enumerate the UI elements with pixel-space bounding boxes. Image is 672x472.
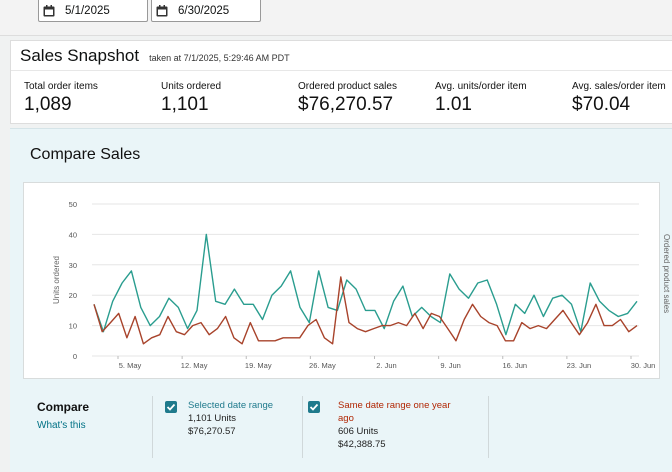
compare-sales-title: Compare Sales: [30, 146, 141, 163]
x-tick-label: 30. Jun: [631, 361, 656, 370]
calendar-icon: [156, 4, 168, 17]
metric-label: Units ordered: [161, 81, 222, 92]
previous-range-name-cont: ago: [338, 413, 354, 424]
legend-divider: [152, 396, 153, 458]
y-tick-label: 40: [69, 230, 77, 239]
selected-range-legend: Selected date range 1,101 Units $76,270.…: [188, 399, 273, 438]
legend-divider: [488, 396, 489, 458]
previous-range-line: [93, 276, 638, 345]
metric-value: 1.01: [435, 94, 472, 115]
right-axis-label: Ordered product sales: [662, 234, 671, 314]
end-date-value: 6/30/2025: [178, 4, 230, 17]
y-tick-label: 50: [69, 200, 77, 209]
y-tick-label: 30: [69, 261, 77, 270]
y-tick-label: 10: [69, 322, 77, 331]
metric-label: Avg. units/order item: [435, 81, 527, 92]
sales-snapshot-panel: Sales Snapshot taken at 7/1/2025, 5:29:4…: [10, 40, 672, 124]
start-date-input[interactable]: 5/1/2025: [38, 0, 148, 22]
metric-value: 1,101: [161, 94, 209, 115]
chart-svg: 0 10 20 30 40 50 Units ordered 5. May 12. May 19.…: [52, 200, 656, 370]
metric-total-order-items: Total order items 1,089: [24, 81, 98, 116]
previous-range-sales: $42,388.75: [338, 439, 386, 450]
compare-heading: Compare: [37, 400, 90, 414]
previous-range-legend: Same date range one year ago 606 Units $…: [338, 399, 451, 451]
units-ordered-chart: 0 10 20 30 40 50 Units ordered 5. May 12. May 19.…: [23, 182, 660, 379]
snapshot-timestamp: taken at 7/1/2025, 5:29:46 AM PDT: [149, 53, 290, 63]
x-tick-label: 12. May: [181, 361, 208, 370]
metric-value: 1,089: [24, 94, 72, 115]
previous-range-name: Same date range one year: [338, 400, 451, 411]
selected-range-checkbox[interactable]: [165, 401, 177, 413]
y-tick-label: 0: [73, 352, 77, 361]
metric-avg-units-per-order-item: Avg. units/order item 1.01: [435, 81, 527, 116]
x-tick-label: 5. May: [119, 361, 142, 370]
whats-this-link[interactable]: What's this: [37, 420, 86, 431]
calendar-icon: [43, 4, 55, 17]
x-tick-label: 23. Jun: [567, 361, 592, 370]
metric-value: $70.04: [572, 94, 631, 115]
y-axis-label: Units ordered: [52, 256, 61, 304]
sales-snapshot-title: Sales Snapshot: [20, 46, 140, 65]
x-tick-label: 16. Jun: [502, 361, 527, 370]
metric-avg-sales-per-order-item: Avg. sales/order item $70.04: [572, 81, 666, 116]
metric-label: Avg. sales/order item: [572, 81, 666, 92]
selected-range-sales: $76,270.57: [188, 426, 236, 437]
selected-range-line: [93, 233, 638, 336]
previous-range-checkbox[interactable]: [308, 401, 320, 413]
end-date-input[interactable]: 6/30/2025: [151, 0, 261, 22]
selected-range-name: Selected date range: [188, 400, 274, 411]
x-tick-label: 19. May: [245, 361, 272, 370]
y-tick-label: 20: [69, 291, 77, 300]
x-tick-label: 2. Jun: [376, 361, 396, 370]
metric-label: Ordered product sales: [298, 81, 397, 92]
date-filter-bar: 5/1/2025 6/30/2025: [0, 0, 672, 36]
compare-sales-panel: Compare Sales 0 10 20 30 40 50 Units ordered 5.…: [10, 128, 672, 472]
selected-range-units: 1,101 Units: [188, 413, 237, 424]
x-tick-label: 26. May: [309, 361, 336, 370]
previous-range-units: 606 Units: [338, 426, 379, 437]
x-tick-label: 9. Jun: [440, 361, 460, 370]
metric-value: $76,270.57: [298, 94, 394, 115]
metric-ordered-product-sales: Ordered product sales $76,270.57: [298, 81, 397, 116]
legend-divider: [302, 396, 303, 458]
metric-units-ordered: Units ordered 1,101: [161, 81, 221, 116]
metric-label: Total order items: [24, 81, 98, 92]
start-date-value: 5/1/2025: [65, 4, 110, 17]
